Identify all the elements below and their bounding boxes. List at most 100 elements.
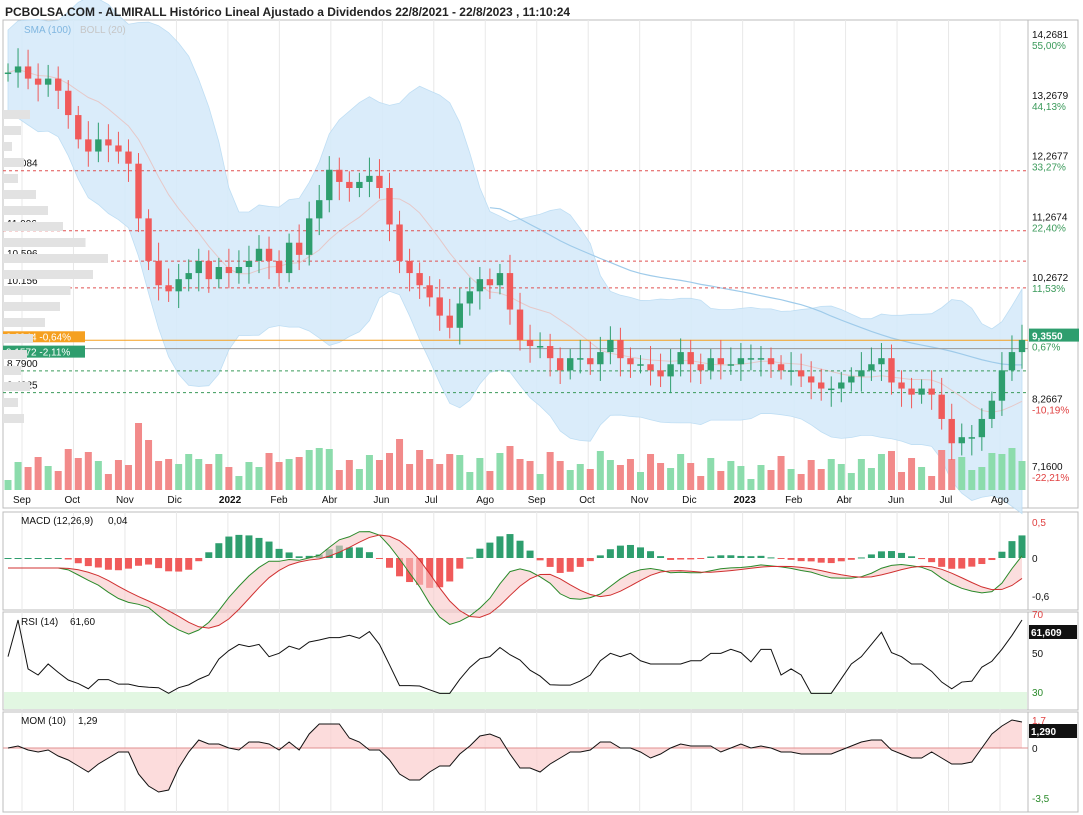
- candle-body: [858, 370, 865, 377]
- right-axis-pct: 55,00%: [1032, 41, 1066, 52]
- volume-bar: [4, 480, 12, 490]
- volume-bar: [466, 472, 474, 490]
- macd-hist-bar: [185, 558, 193, 570]
- macd-hist-bar: [908, 556, 916, 558]
- right-axis-price: 11,2674: [1032, 212, 1068, 223]
- volume-bar: [355, 469, 363, 490]
- macd-hist-bar: [195, 558, 203, 562]
- volume-bar: [436, 464, 444, 490]
- volume-bar: [707, 458, 715, 490]
- macd-hist-bar: [1018, 535, 1026, 558]
- volume-bar: [215, 454, 223, 490]
- candle-body: [868, 364, 875, 371]
- candle-body: [326, 169, 333, 201]
- candle-body: [818, 382, 825, 389]
- macd-hist-bar: [165, 558, 173, 572]
- volume-bar: [325, 449, 333, 490]
- volume-profile-bar: [3, 126, 21, 135]
- volume-bar: [616, 465, 624, 490]
- volume-bar: [114, 460, 122, 490]
- macd-hist-bar: [235, 534, 243, 558]
- panel-frame-1: [2, 511, 1079, 611]
- candle-body: [175, 279, 182, 292]
- candle-body: [95, 139, 102, 152]
- right-axis-price: 13,2679: [1032, 91, 1069, 102]
- macd-hist-bar: [887, 551, 895, 558]
- macd-hist-bar: [667, 558, 675, 560]
- volume-bar: [255, 467, 263, 490]
- macd-hist-bar: [626, 544, 634, 558]
- volume-bar: [24, 467, 32, 490]
- volume-bar: [315, 448, 323, 490]
- volume-bar: [777, 456, 785, 490]
- volume-bar: [636, 472, 644, 490]
- month-label: Oct: [64, 495, 80, 506]
- volume-bar: [958, 457, 966, 490]
- volume-bar: [34, 457, 42, 490]
- volume-profile-bar: [3, 270, 93, 279]
- volume-bar: [787, 469, 795, 490]
- volume-bar: [205, 464, 213, 490]
- macd-hist-bar: [386, 558, 394, 568]
- candle-body: [506, 273, 514, 310]
- volume-bar: [426, 459, 434, 490]
- mom-line: [7, 719, 1023, 793]
- candle-body: [556, 358, 564, 371]
- boll-legend: BOLL (20): [80, 25, 126, 36]
- macd-hist-bar: [295, 556, 303, 558]
- volume-bar: [717, 471, 725, 490]
- candle-body: [787, 370, 795, 372]
- candle-body: [476, 279, 484, 292]
- right-axis-pct: -22,21%: [1032, 473, 1069, 484]
- month-label: Ago: [991, 495, 1009, 506]
- candle-body: [195, 260, 202, 274]
- right-axis-pct: 11,53%: [1032, 284, 1065, 295]
- month-label: Feb: [270, 495, 288, 506]
- month-label: Abr: [837, 495, 853, 506]
- macd-hist-bar: [84, 558, 92, 567]
- candle-body: [165, 285, 172, 292]
- macd-hist-bar: [827, 558, 835, 564]
- candle-body: [145, 218, 152, 261]
- volume-bar: [536, 474, 544, 490]
- rsi-axis-30: 30: [1032, 688, 1044, 699]
- signal-line: [8, 534, 1023, 629]
- volume-bar: [968, 470, 976, 490]
- macd-hist-bar: [636, 547, 644, 558]
- volume-bar: [797, 474, 805, 490]
- volume-bar: [837, 464, 845, 490]
- volume-bar: [516, 459, 524, 490]
- macd-hist-bar: [94, 558, 102, 568]
- volume-profile-bar: [3, 190, 36, 199]
- volume-bars: [4, 423, 1026, 490]
- month-label: Jul: [940, 495, 953, 506]
- macd-hist-bar: [777, 558, 785, 559]
- right-axis-price: 10,2672: [1032, 273, 1069, 284]
- volume-bar: [406, 464, 414, 490]
- volume-bar: [365, 455, 373, 490]
- volume-bar: [265, 453, 273, 490]
- macd-hist-bar: [616, 545, 624, 558]
- candle-body: [878, 358, 885, 365]
- volume-bar: [396, 439, 404, 490]
- right-axis-price: 14,2681: [1032, 30, 1069, 41]
- candle-body: [436, 297, 443, 316]
- macd-hist-bar: [747, 556, 755, 558]
- macd-hist-bar: [898, 552, 906, 558]
- volume-bar: [145, 440, 153, 490]
- volume-bar: [446, 454, 454, 490]
- macd-axis-top: 0,5: [1032, 518, 1046, 529]
- macd-hist-bar: [1008, 541, 1016, 558]
- volume-bar: [1008, 448, 1016, 490]
- volume-bar: [998, 454, 1006, 490]
- volume-bar: [647, 454, 655, 490]
- candle-body: [34, 78, 42, 85]
- macd-hist-bar: [998, 551, 1006, 558]
- candle-body: [978, 418, 986, 438]
- macd-hist-bar: [556, 558, 564, 573]
- volume-profile-bar: [3, 206, 48, 215]
- volume-bar: [124, 465, 132, 490]
- candle-body: [275, 260, 283, 274]
- candle-body: [647, 364, 654, 371]
- volume-bar: [245, 462, 253, 490]
